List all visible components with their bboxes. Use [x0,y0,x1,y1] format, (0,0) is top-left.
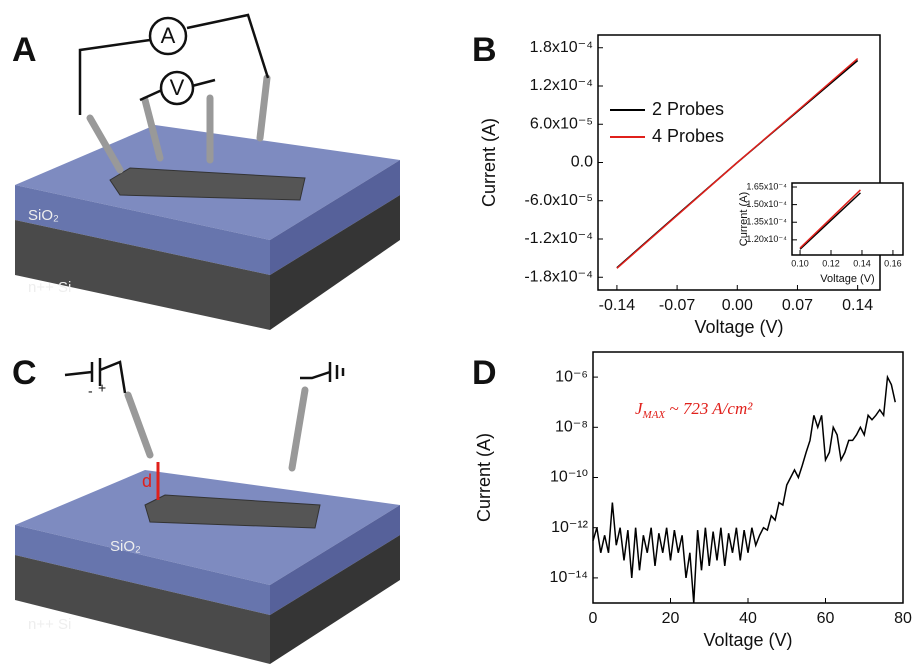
x-tick-label: 60 [817,610,835,627]
y-tick-label: 1.8x10⁻⁴ [530,39,593,56]
panel-label: A [12,31,37,69]
x-tick-label: 0.14 [842,297,873,314]
x-tick-label: 80 [894,610,912,627]
y-tick-label: 1.35x10⁻⁴ [746,217,787,227]
flake [109,167,306,201]
plot-frame [791,182,904,256]
x-tick-label: 0.12 [822,258,840,268]
x-tick-label: 20 [662,610,680,627]
x-tick-label: 0.00 [722,297,753,314]
x-tick-label: -0.14 [599,297,636,314]
y-axis-label: Current (A) [474,433,494,522]
data-line [616,58,859,269]
flake [144,494,321,529]
bias-plus: + [98,380,106,396]
x-tick-label: 0 [589,610,598,627]
oxide-label: SiO₂ [110,538,141,555]
annotation-symbol: J [635,399,644,418]
legend-label: 2 Probes [652,99,724,119]
y-axis-label: Current (A) [738,192,750,246]
substrate-front [15,220,270,330]
oxide-label: SiO₂ [28,207,59,224]
probes [86,74,271,174]
circuit [78,13,270,115]
y-tick-label: -6.0x10⁻⁵ [525,192,593,209]
y-tick-label: 6.0x10⁻⁵ [530,115,593,132]
panel-label: C [12,354,37,392]
data-line [799,192,861,250]
substrate-front [15,555,270,664]
y-tick-label: 1.50x10⁻⁴ [746,199,787,209]
legend-label: 4 Probes [652,126,724,146]
x-tick-label: -0.07 [659,297,696,314]
annotation-text: ~ 723 A/cm² [665,399,753,418]
data-line [799,189,861,249]
diagram-a: A V SiO₂ n++ Si A [12,13,400,330]
y-tick-label: 10⁻¹² [551,519,589,536]
y-tick-label: 1.2x10⁻⁴ [530,77,593,94]
diagram-c: - + d SiO₂ n++ Si C [12,354,400,664]
panel-label: B [472,31,497,69]
y-tick-label: -1.2x10⁻⁴ [524,230,593,247]
voltmeter-label: V [170,75,185,100]
panel-label: D [472,354,497,392]
x-tick-label: 0.07 [782,297,813,314]
probes [124,386,309,472]
y-tick-label: 0.0 [571,154,593,171]
x-tick-label: 40 [739,610,757,627]
y-tick-label: 10⁻⁸ [555,419,588,436]
oxide-front [15,525,270,615]
x-tick-label: 0.16 [884,258,902,268]
y-tick-label: 1.20x10⁻⁴ [746,234,787,244]
y-tick-label: 10⁻¹⁴ [550,569,589,586]
bias-minus: - [88,383,93,399]
substrate-side [270,195,400,330]
x-axis-label: Voltage (V) [820,273,874,285]
annotation: JMAX ~ 723 A/cm² [635,399,753,421]
ammeter-label: A [161,23,176,48]
x-axis-label: Voltage (V) [703,630,792,650]
circuit [64,358,345,394]
y-tick-label: 10⁻⁶ [555,368,588,385]
x-axis-label: Voltage (V) [694,317,783,337]
y-tick-label: 10⁻¹⁰ [550,469,588,486]
substrate-label: n++ Si [28,279,71,296]
oxide-front [15,185,270,275]
annotation-subscript: MAX [642,409,667,421]
x-tick-label: 0.14 [853,258,871,268]
y-axis-label: Current (A) [479,118,499,207]
x-tick-label: 0.10 [791,258,809,268]
data-line [592,374,896,604]
y-tick-label: -1.8x10⁻⁴ [524,268,593,285]
substrate-side [270,535,400,664]
oxide-side [270,160,400,275]
gap-label: d [142,471,152,491]
oxide-side [270,505,400,615]
oxide-top [15,470,400,585]
substrate-label: n++ Si [28,616,71,633]
y-tick-label: 1.65x10⁻⁴ [746,181,787,191]
